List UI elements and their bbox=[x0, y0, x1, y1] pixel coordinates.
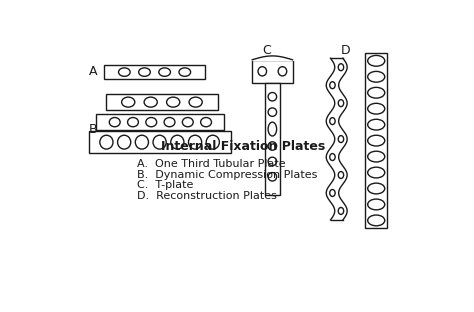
Ellipse shape bbox=[368, 183, 385, 194]
Text: C: C bbox=[263, 44, 271, 57]
Bar bbox=[96, 115, 224, 130]
Ellipse shape bbox=[368, 56, 385, 66]
Text: C.  T-plate: C. T-plate bbox=[137, 180, 193, 190]
Text: A: A bbox=[89, 65, 97, 78]
Text: D: D bbox=[341, 44, 351, 57]
Ellipse shape bbox=[201, 118, 211, 127]
Ellipse shape bbox=[100, 135, 113, 149]
Ellipse shape bbox=[189, 97, 202, 107]
Ellipse shape bbox=[338, 64, 344, 71]
Ellipse shape bbox=[368, 215, 385, 226]
Ellipse shape bbox=[139, 68, 150, 76]
Ellipse shape bbox=[368, 119, 385, 130]
Bar bbox=[264, 83, 280, 194]
Bar bbox=[104, 65, 205, 79]
Ellipse shape bbox=[258, 67, 266, 76]
Ellipse shape bbox=[268, 142, 277, 150]
Text: Internal Fixation Plates: Internal Fixation Plates bbox=[161, 140, 325, 153]
Ellipse shape bbox=[368, 151, 385, 162]
Bar bbox=[106, 95, 218, 110]
Ellipse shape bbox=[330, 82, 335, 89]
Ellipse shape bbox=[330, 118, 335, 124]
Ellipse shape bbox=[338, 207, 344, 214]
Ellipse shape bbox=[109, 118, 120, 127]
Ellipse shape bbox=[338, 100, 344, 107]
Ellipse shape bbox=[144, 97, 157, 107]
Bar bbox=[89, 131, 230, 153]
Ellipse shape bbox=[118, 68, 130, 76]
Text: D.  Reconstruction Plates: D. Reconstruction Plates bbox=[137, 191, 277, 201]
Ellipse shape bbox=[368, 71, 385, 82]
Ellipse shape bbox=[171, 135, 184, 149]
Ellipse shape bbox=[338, 172, 344, 178]
Ellipse shape bbox=[330, 154, 335, 160]
Bar bbox=[365, 53, 387, 228]
Ellipse shape bbox=[159, 68, 171, 76]
Ellipse shape bbox=[153, 135, 166, 149]
Ellipse shape bbox=[189, 135, 201, 149]
Ellipse shape bbox=[368, 167, 385, 178]
Ellipse shape bbox=[268, 173, 277, 181]
Ellipse shape bbox=[368, 135, 385, 146]
Ellipse shape bbox=[122, 97, 135, 107]
Ellipse shape bbox=[368, 103, 385, 114]
Text: B: B bbox=[89, 123, 97, 136]
Ellipse shape bbox=[182, 118, 193, 127]
Ellipse shape bbox=[368, 199, 385, 210]
Ellipse shape bbox=[330, 189, 335, 197]
Text: B.  Dynamic Compression Plates: B. Dynamic Compression Plates bbox=[137, 169, 317, 179]
Ellipse shape bbox=[179, 68, 191, 76]
Ellipse shape bbox=[268, 92, 277, 101]
Ellipse shape bbox=[166, 97, 180, 107]
Text: A.  One Third Tubular Plate: A. One Third Tubular Plate bbox=[137, 159, 285, 169]
Ellipse shape bbox=[206, 135, 219, 149]
Ellipse shape bbox=[146, 118, 157, 127]
Ellipse shape bbox=[368, 87, 385, 98]
Ellipse shape bbox=[128, 118, 138, 127]
Ellipse shape bbox=[135, 135, 148, 149]
Ellipse shape bbox=[164, 118, 175, 127]
Ellipse shape bbox=[268, 157, 277, 166]
Ellipse shape bbox=[278, 67, 287, 76]
Bar bbox=[252, 60, 292, 83]
Ellipse shape bbox=[338, 136, 344, 143]
Ellipse shape bbox=[268, 122, 277, 136]
Ellipse shape bbox=[118, 135, 131, 149]
Ellipse shape bbox=[268, 108, 277, 116]
